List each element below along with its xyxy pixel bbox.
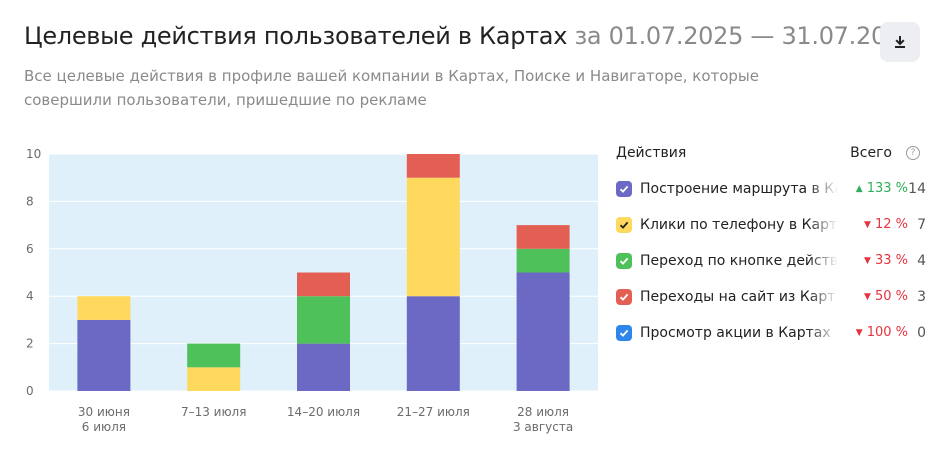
download-icon [893, 35, 907, 49]
legend-delta: ▼ 12 % [864, 217, 908, 232]
legend-delta-value: 133 % [866, 181, 908, 196]
bar-segment[interactable] [516, 248, 570, 273]
arrow-up-icon: ▲ [855, 184, 863, 194]
legend: Действия Всего ? Построение маршрута в К… [616, 142, 926, 341]
bar-segment[interactable] [406, 177, 460, 297]
x-tick-label: 28 июля [517, 405, 569, 419]
legend-label: Переход по кнопке действия из Карт [640, 253, 838, 269]
legend-label: Переходы на сайт из Карт [640, 289, 836, 305]
legend-checkbox[interactable] [616, 325, 632, 341]
y-tick-label: 10 [26, 147, 41, 161]
x-tick-label: 6 июля [82, 420, 126, 434]
legend-checkbox[interactable] [616, 289, 632, 305]
bar-segment[interactable] [187, 343, 241, 368]
legend-item[interactable]: Построение маршрута в Картах ▲133 %14 [616, 177, 926, 201]
legend-total: 3 [917, 289, 926, 305]
legend-item[interactable]: Переход по кнопке действия из Карт ▼33 % 4 [616, 249, 926, 273]
legend-item[interactable]: Переходы на сайт из Карт ▼ 50 % 3 [616, 285, 926, 309]
bar-segment[interactable] [77, 319, 131, 391]
bar-segment[interactable] [516, 272, 570, 392]
legend-total: 14 [908, 181, 926, 197]
legend-delta: ▼ 100 % [856, 325, 908, 340]
bar-segment[interactable] [77, 296, 131, 320]
legend-label: Клики по телефону в Картах [640, 217, 838, 233]
x-tick-label: 14–20 июля [287, 405, 360, 419]
download-button[interactable] [880, 22, 920, 62]
legend-checkbox[interactable] [616, 181, 632, 197]
period-text: за 01.07.2025 — 31.07.2025 [574, 22, 916, 50]
legend-item[interactable]: Клики по телефону в Картах ▼ 12 % 7 [616, 213, 926, 237]
x-tick-label: 21–27 июля [397, 405, 470, 419]
y-tick-label: 6 [26, 242, 34, 256]
legend-delta-value: 50 % [874, 289, 908, 304]
bar-segment[interactable] [297, 343, 350, 391]
title-text: Целевые действия пользователей в Картах [24, 22, 568, 50]
legend-delta-value: 12 % [874, 217, 908, 232]
help-icon[interactable]: ? [906, 146, 920, 160]
x-tick-label: 3 августа [513, 420, 573, 434]
legend-total: 0 [917, 325, 926, 341]
legend-label: Построение маршрута в Картах [640, 181, 838, 197]
y-tick-label: 2 [26, 337, 34, 351]
x-tick-label: 30 июня [78, 405, 130, 419]
x-tick-label: 7–13 июля [181, 405, 247, 419]
legend-label: Просмотр акции в Картах [640, 325, 831, 341]
legend-item[interactable]: Просмотр акции в Картах ▼ 100 % 0 [616, 321, 926, 345]
bar-segment[interactable] [406, 154, 460, 178]
checkmark-icon [619, 293, 629, 301]
bar-segment[interactable] [297, 272, 350, 297]
checkmark-icon [619, 329, 629, 337]
arrow-down-icon: ▼ [864, 292, 871, 302]
legend-total: 4 [917, 253, 926, 269]
chart-title: Целевые действия пользователей в Картах … [24, 22, 916, 50]
arrow-down-icon: ▼ [855, 328, 863, 338]
checkmark-icon [619, 185, 629, 193]
chart-subtitle: Все целевые действия в профиле вашей ком… [24, 67, 759, 109]
legend-delta: ▼ 50 % [864, 289, 908, 304]
y-tick-label: 8 [26, 194, 34, 208]
y-tick-label: 4 [26, 289, 34, 303]
checkmark-icon [619, 257, 629, 265]
legend-checkbox[interactable] [616, 253, 632, 269]
legend-total: 7 [917, 217, 926, 233]
legend-delta: ▲ 133 % [856, 181, 908, 196]
bar-segment[interactable] [516, 225, 570, 249]
legend-header-actions: Действия [616, 145, 687, 161]
legend-header-total: Всего [850, 145, 892, 161]
legend-header: Действия Всего ? [616, 142, 926, 166]
legend-delta-value: 33 % [874, 253, 908, 268]
legend-checkbox[interactable] [616, 217, 632, 233]
bar-segment[interactable] [297, 296, 350, 344]
checkmark-icon [619, 221, 629, 229]
bar-segment[interactable] [187, 367, 241, 391]
legend-delta: ▼ 33 % [864, 253, 908, 268]
legend-delta-value: 100 % [866, 325, 908, 340]
y-tick-label: 0 [26, 384, 34, 398]
bar-segment[interactable] [406, 296, 460, 391]
arrow-down-icon: ▼ [864, 256, 871, 266]
arrow-down-icon: ▼ [864, 220, 871, 230]
